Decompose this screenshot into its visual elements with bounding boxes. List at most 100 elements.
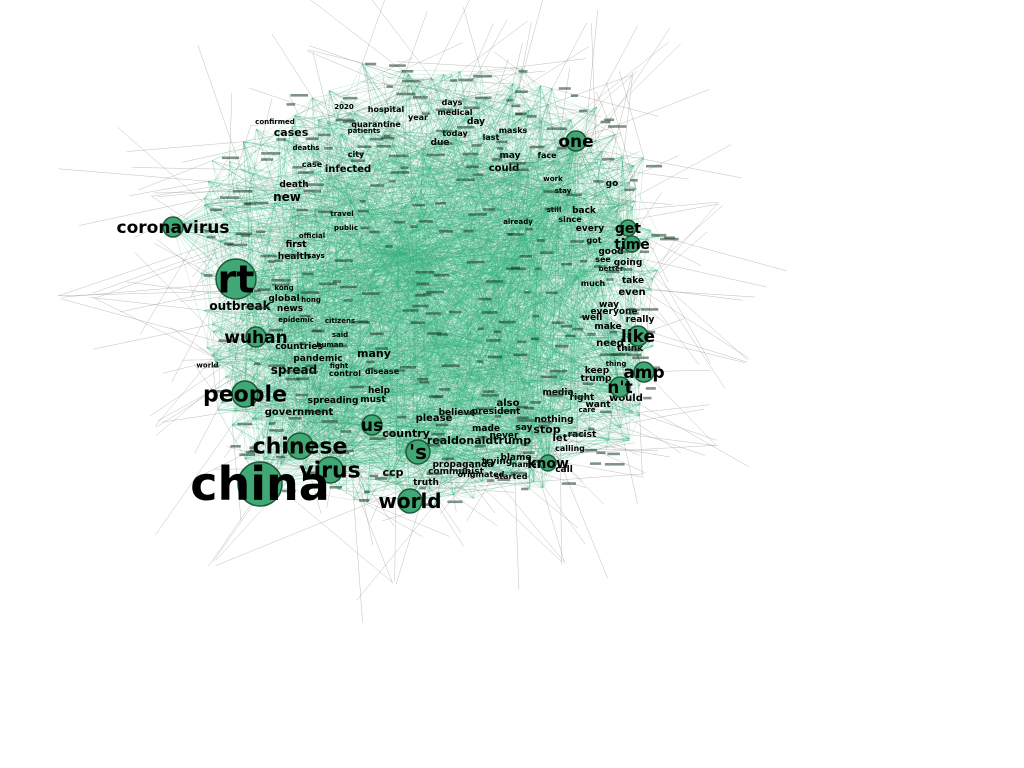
node-china [237,461,283,507]
tiny-node-label [639,250,650,254]
node-rt [215,258,257,300]
tiny-node-label [203,274,213,277]
small-node-label: year [408,113,428,122]
small-node-label: outbreak [209,299,271,313]
tiny-node-label [260,254,277,258]
tiny-node-label [486,339,501,342]
tiny-node-label [227,243,248,247]
tiny-node-label [645,387,656,390]
tiny-node-label [493,330,502,334]
tiny-node-label [421,112,431,115]
tiny-node-label [423,293,432,296]
small-node-label: please [416,413,453,424]
tiny-node-label [572,327,583,331]
tiny-node-label [381,136,395,140]
tiny-node-label [211,365,220,368]
tiny-node-label [299,342,307,345]
small-node-label: 2020 [334,103,354,111]
tiny-node-label [300,291,319,294]
tiny-node-label [306,410,325,414]
tiny-node-label [540,375,557,379]
tiny-node-label [261,152,281,155]
node-label-time: time [614,237,650,253]
tiny-node-label [584,448,597,452]
tiny-node-label [626,312,640,315]
tiny-node-label [549,369,567,373]
small-node-label: stay [555,187,572,195]
tiny-node-label [317,133,331,137]
small-node-label: could [489,163,520,174]
node-label-wuhan: wuhan [224,328,287,348]
tiny-node-label [477,327,484,331]
small-node-label: care [578,406,595,414]
tiny-node-label [475,96,492,100]
tiny-node-label [340,285,357,289]
tiny-node-label [481,311,498,314]
tiny-node-label [629,348,643,352]
tiny-node-label [296,208,309,212]
tiny-node-label [365,62,377,66]
tiny-node-label [245,450,257,454]
tiny-node-label [232,190,253,193]
tiny-node-label [331,451,349,454]
tiny-node-label [521,487,529,491]
tiny-node-label [516,416,529,420]
small-node-label: work [543,175,563,183]
small-node-label: kong [274,284,293,292]
tiny-node-label [366,360,375,364]
small-node-label: many [357,347,391,360]
tiny-node-label [335,118,354,122]
tiny-node-label [547,394,564,397]
tiny-node-label [588,427,595,431]
tiny-node-label [478,297,492,301]
tiny-node-label [343,299,353,302]
node-label-people: people [203,383,287,408]
small-node-label: must [360,395,386,405]
tiny-node-label [376,145,391,148]
tiny-node-label [268,422,276,425]
tiny-node-label [261,158,274,161]
tiny-node-label [431,433,445,436]
small-node-label: realdonaldtrump [427,434,531,447]
node-nt [609,376,631,398]
small-node-label: really [626,315,655,325]
tiny-node-label [522,451,535,454]
small-node-label: communist [428,467,485,477]
tiny-node-label [401,70,414,73]
tiny-node-label [466,260,485,264]
tiny-node-label [256,230,266,233]
node-virus [316,456,344,484]
tiny-node-label [429,395,444,398]
tiny-node-label [358,320,368,324]
tiny-node-label [253,362,261,366]
small-node-label: news [277,304,303,314]
small-node-label: need [596,338,624,349]
tiny-node-label [334,259,353,262]
tiny-node-label [486,479,495,482]
tiny-node-label [544,207,561,211]
node-us [361,414,383,436]
tiny-node-label [441,457,455,461]
tiny-node-label [303,471,322,474]
tiny-node-label [359,499,370,502]
small-node-label: last [483,133,500,142]
tiny-node-label [426,472,442,475]
tiny-node-label [546,291,558,295]
tiny-node-label [573,395,588,399]
tiny-node-label [296,377,309,380]
tiny-node-label [474,444,486,448]
tiny-node-label [245,305,254,309]
tiny-node-label [218,339,236,342]
tiny-node-label [506,267,527,271]
tiny-node-label [348,474,355,478]
small-node-label: ccp [383,466,404,479]
tiny-node-label [475,407,495,411]
tiny-node-label [290,94,309,97]
tiny-node-label [450,79,457,82]
tiny-node-label [604,118,615,122]
small-node-label: death [279,180,308,190]
tiny-node-label [255,201,269,205]
tiny-node-label [416,282,430,286]
small-node-label: better [599,265,624,273]
tiny-node-label [402,79,420,83]
